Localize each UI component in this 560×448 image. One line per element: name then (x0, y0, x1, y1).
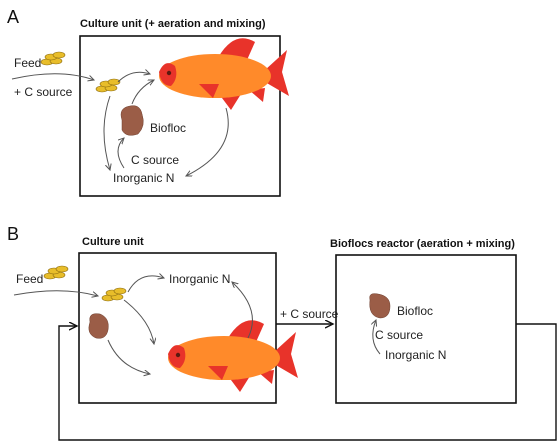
feed-b-label: Feed (16, 272, 43, 286)
pellets-to-n-arrow (103, 95, 110, 170)
inorganic-n-b-label: Inorganic N (169, 272, 230, 286)
fish-to-n-arrow (186, 107, 229, 176)
fish-to-n-b-arrow (232, 282, 253, 339)
feed-pellets-icon (40, 51, 66, 66)
biofloc-reactor-icon (369, 293, 391, 319)
floc-to-fish-b-arrow (107, 339, 150, 374)
c-source-input-b-label: + C source (280, 307, 339, 321)
return-loop-arrow (58, 324, 557, 441)
inorganic-n-label: Inorganic N (113, 171, 174, 185)
pellets-to-n-b-arrow (127, 276, 164, 293)
feed-input-b-arrow (13, 290, 98, 296)
reactor-box (335, 254, 517, 404)
c-source-label: C source (131, 153, 179, 167)
inorganic-n-reactor-label: Inorganic N (385, 348, 446, 362)
biofloc-icon (120, 105, 144, 136)
panel-a: A Culture unit (+ aeration and mixing) F… (7, 7, 289, 197)
reactor-title: Bioflocs reactor (aeration + mixing) (330, 238, 515, 250)
biofloc-culture-icon (88, 313, 109, 339)
feed-pellets-b-icon (43, 265, 69, 280)
n-to-floc-reactor-arrow (373, 320, 381, 355)
feed-label: Feed (14, 56, 41, 70)
panel-b-letter: B (7, 224, 19, 244)
c-source-input-label: + C source (14, 85, 73, 99)
culture-unit-title: Culture unit (+ aeration and mixing) (80, 18, 266, 30)
floc-to-fish-arrow (131, 80, 154, 105)
pellets-to-fish-b-arrow (123, 299, 154, 344)
panel-b: B Culture unit Bioflocs reactor (aeratio… (7, 224, 557, 441)
feed-input-arrow (11, 73, 94, 80)
pellets-to-fish-arrow (117, 72, 150, 83)
culture-unit-b-title: Culture unit (82, 236, 144, 248)
c-source-reactor-label: C source (375, 328, 423, 342)
biofloc-reactor-label: Biofloc (397, 304, 433, 318)
n-to-floc-arrow (117, 138, 124, 169)
biofloc-label: Biofloc (150, 121, 186, 135)
panel-a-letter: A (7, 7, 19, 27)
